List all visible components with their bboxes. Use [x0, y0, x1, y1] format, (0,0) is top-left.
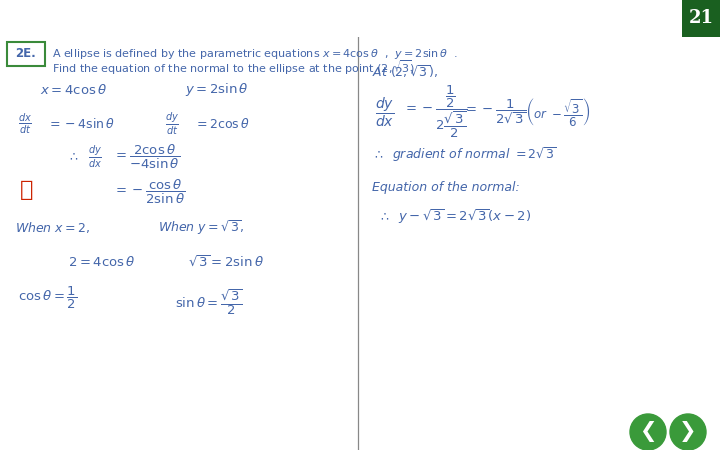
Text: $= -\dfrac{\dfrac{1}{2}}{2\dfrac{\sqrt{3}}{2}}$: $= -\dfrac{\dfrac{1}{2}}{2\dfrac{\sqrt{3… — [403, 84, 468, 140]
Text: $y - \sqrt{3} = 2\sqrt{3}(x - 2)$: $y - \sqrt{3} = 2\sqrt{3}(x - 2)$ — [398, 207, 531, 226]
Text: 👉: 👉 — [20, 180, 33, 200]
Polygon shape — [13, 17, 27, 26]
Text: $\sin\theta = \dfrac{\sqrt{3}}{2}$: $\sin\theta = \dfrac{\sqrt{3}}{2}$ — [175, 287, 243, 317]
Text: $= -4\sin\theta$: $= -4\sin\theta$ — [47, 117, 115, 131]
Text: $2 = 4\cos\theta$: $2 = 4\cos\theta$ — [68, 255, 135, 269]
Text: $\cos\theta = \dfrac{1}{2}$: $\cos\theta = \dfrac{1}{2}$ — [18, 285, 77, 311]
Text: $= -\dfrac{1}{2\sqrt{3}}$: $= -\dfrac{1}{2\sqrt{3}}$ — [463, 98, 526, 126]
Text: $\sqrt{3} = 2\sin\theta$: $\sqrt{3} = 2\sin\theta$ — [188, 254, 264, 270]
Text: $y = 2\sin\theta$: $y = 2\sin\theta$ — [185, 81, 249, 99]
Text: $\therefore$: $\therefore$ — [378, 211, 390, 224]
Circle shape — [630, 414, 666, 450]
Text: $x = 4\cos\theta$: $x = 4\cos\theta$ — [40, 83, 107, 97]
Text: $\therefore$: $\therefore$ — [67, 150, 78, 163]
Text: When $y = \sqrt{3},$: When $y = \sqrt{3},$ — [158, 219, 244, 237]
Text: 2E.: 2E. — [16, 47, 37, 60]
Text: Find the equation of the normal to the ellipse at the point $(2, \sqrt{3})$: Find the equation of the normal to the e… — [52, 58, 415, 77]
Text: At $(2, \sqrt{3}),$: At $(2, \sqrt{3}),$ — [372, 63, 438, 80]
Text: $\dfrac{dy}{dx}$: $\dfrac{dy}{dx}$ — [375, 95, 394, 129]
Text: Differentiating Parametric Equations | Example-Problem Pairs: Differentiating Parametric Equations | E… — [124, 11, 587, 24]
Text: Equation of the normal:: Equation of the normal: — [372, 181, 520, 194]
Text: When $x = 2,$: When $x = 2,$ — [15, 220, 90, 235]
FancyBboxPatch shape — [682, 0, 720, 37]
Text: gradient of normal $= 2\sqrt{3}$: gradient of normal $= 2\sqrt{3}$ — [392, 145, 557, 164]
Text: $= 2\cos\theta$: $= 2\cos\theta$ — [194, 117, 250, 131]
Text: ❮: ❮ — [639, 422, 657, 442]
Text: $= -\dfrac{\cos\theta}{2\sin\theta}$: $= -\dfrac{\cos\theta}{2\sin\theta}$ — [113, 178, 185, 206]
Text: 13/12/2021: 13/12/2021 — [552, 11, 640, 25]
Text: $\frac{dx}{dt}$: $\frac{dx}{dt}$ — [18, 112, 32, 136]
Polygon shape — [9, 2, 31, 15]
Text: 21: 21 — [688, 9, 714, 27]
Text: $\left(or\ -\dfrac{\sqrt{3}}{6}\right)$: $\left(or\ -\dfrac{\sqrt{3}}{6}\right)$ — [525, 96, 590, 128]
Text: $= \dfrac{2\cos\theta}{-4\sin\theta}$: $= \dfrac{2\cos\theta}{-4\sin\theta}$ — [113, 143, 180, 171]
Text: $\frac{dy}{dx}$: $\frac{dy}{dx}$ — [88, 144, 102, 170]
Text: $\frac{dy}{dt}$: $\frac{dy}{dt}$ — [165, 111, 179, 137]
Polygon shape — [10, 3, 30, 26]
Circle shape — [670, 414, 706, 450]
Text: $\therefore$: $\therefore$ — [372, 148, 384, 162]
Text: ❯: ❯ — [679, 422, 697, 442]
FancyBboxPatch shape — [7, 42, 45, 66]
Text: A ellipse is defined by the parametric equations $x = 4\cos\theta$  ,  $y = 2\si: A ellipse is defined by the parametric e… — [52, 47, 458, 61]
